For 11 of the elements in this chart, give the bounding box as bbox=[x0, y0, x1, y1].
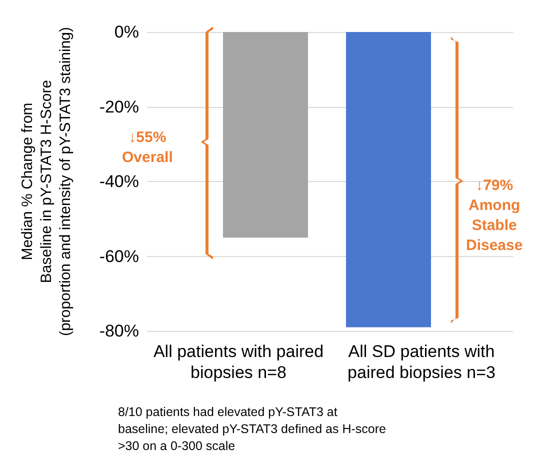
y-tick-label: -40% bbox=[99, 172, 139, 191]
y-tick-label: -60% bbox=[99, 246, 139, 266]
annotation: ↓79% Among Stable Disease bbox=[466, 176, 523, 256]
x-tick-label: All patients with paired biopsies n=8 bbox=[153, 342, 324, 382]
y-tick-label: 0% bbox=[114, 22, 139, 42]
annotation: ↓55% Overall bbox=[122, 128, 173, 168]
y-tick-label: -80% bbox=[99, 322, 139, 340]
y-axis-title: Median % Change from Baseline in pY-STAT3 H-Score (proportion and intensity of pY-STAT3 staining) bbox=[19, 26, 74, 336]
text: 8/10 patients had elevated pY-STAT3 at baseline; elevated pY-STAT3 defined as H-score >30 on a 0-300 scale bbox=[118, 404, 386, 455]
x-tick-label: All SD patients with paired biopsies n=3 bbox=[348, 342, 496, 382]
y-tick-label: -20% bbox=[99, 97, 139, 116]
